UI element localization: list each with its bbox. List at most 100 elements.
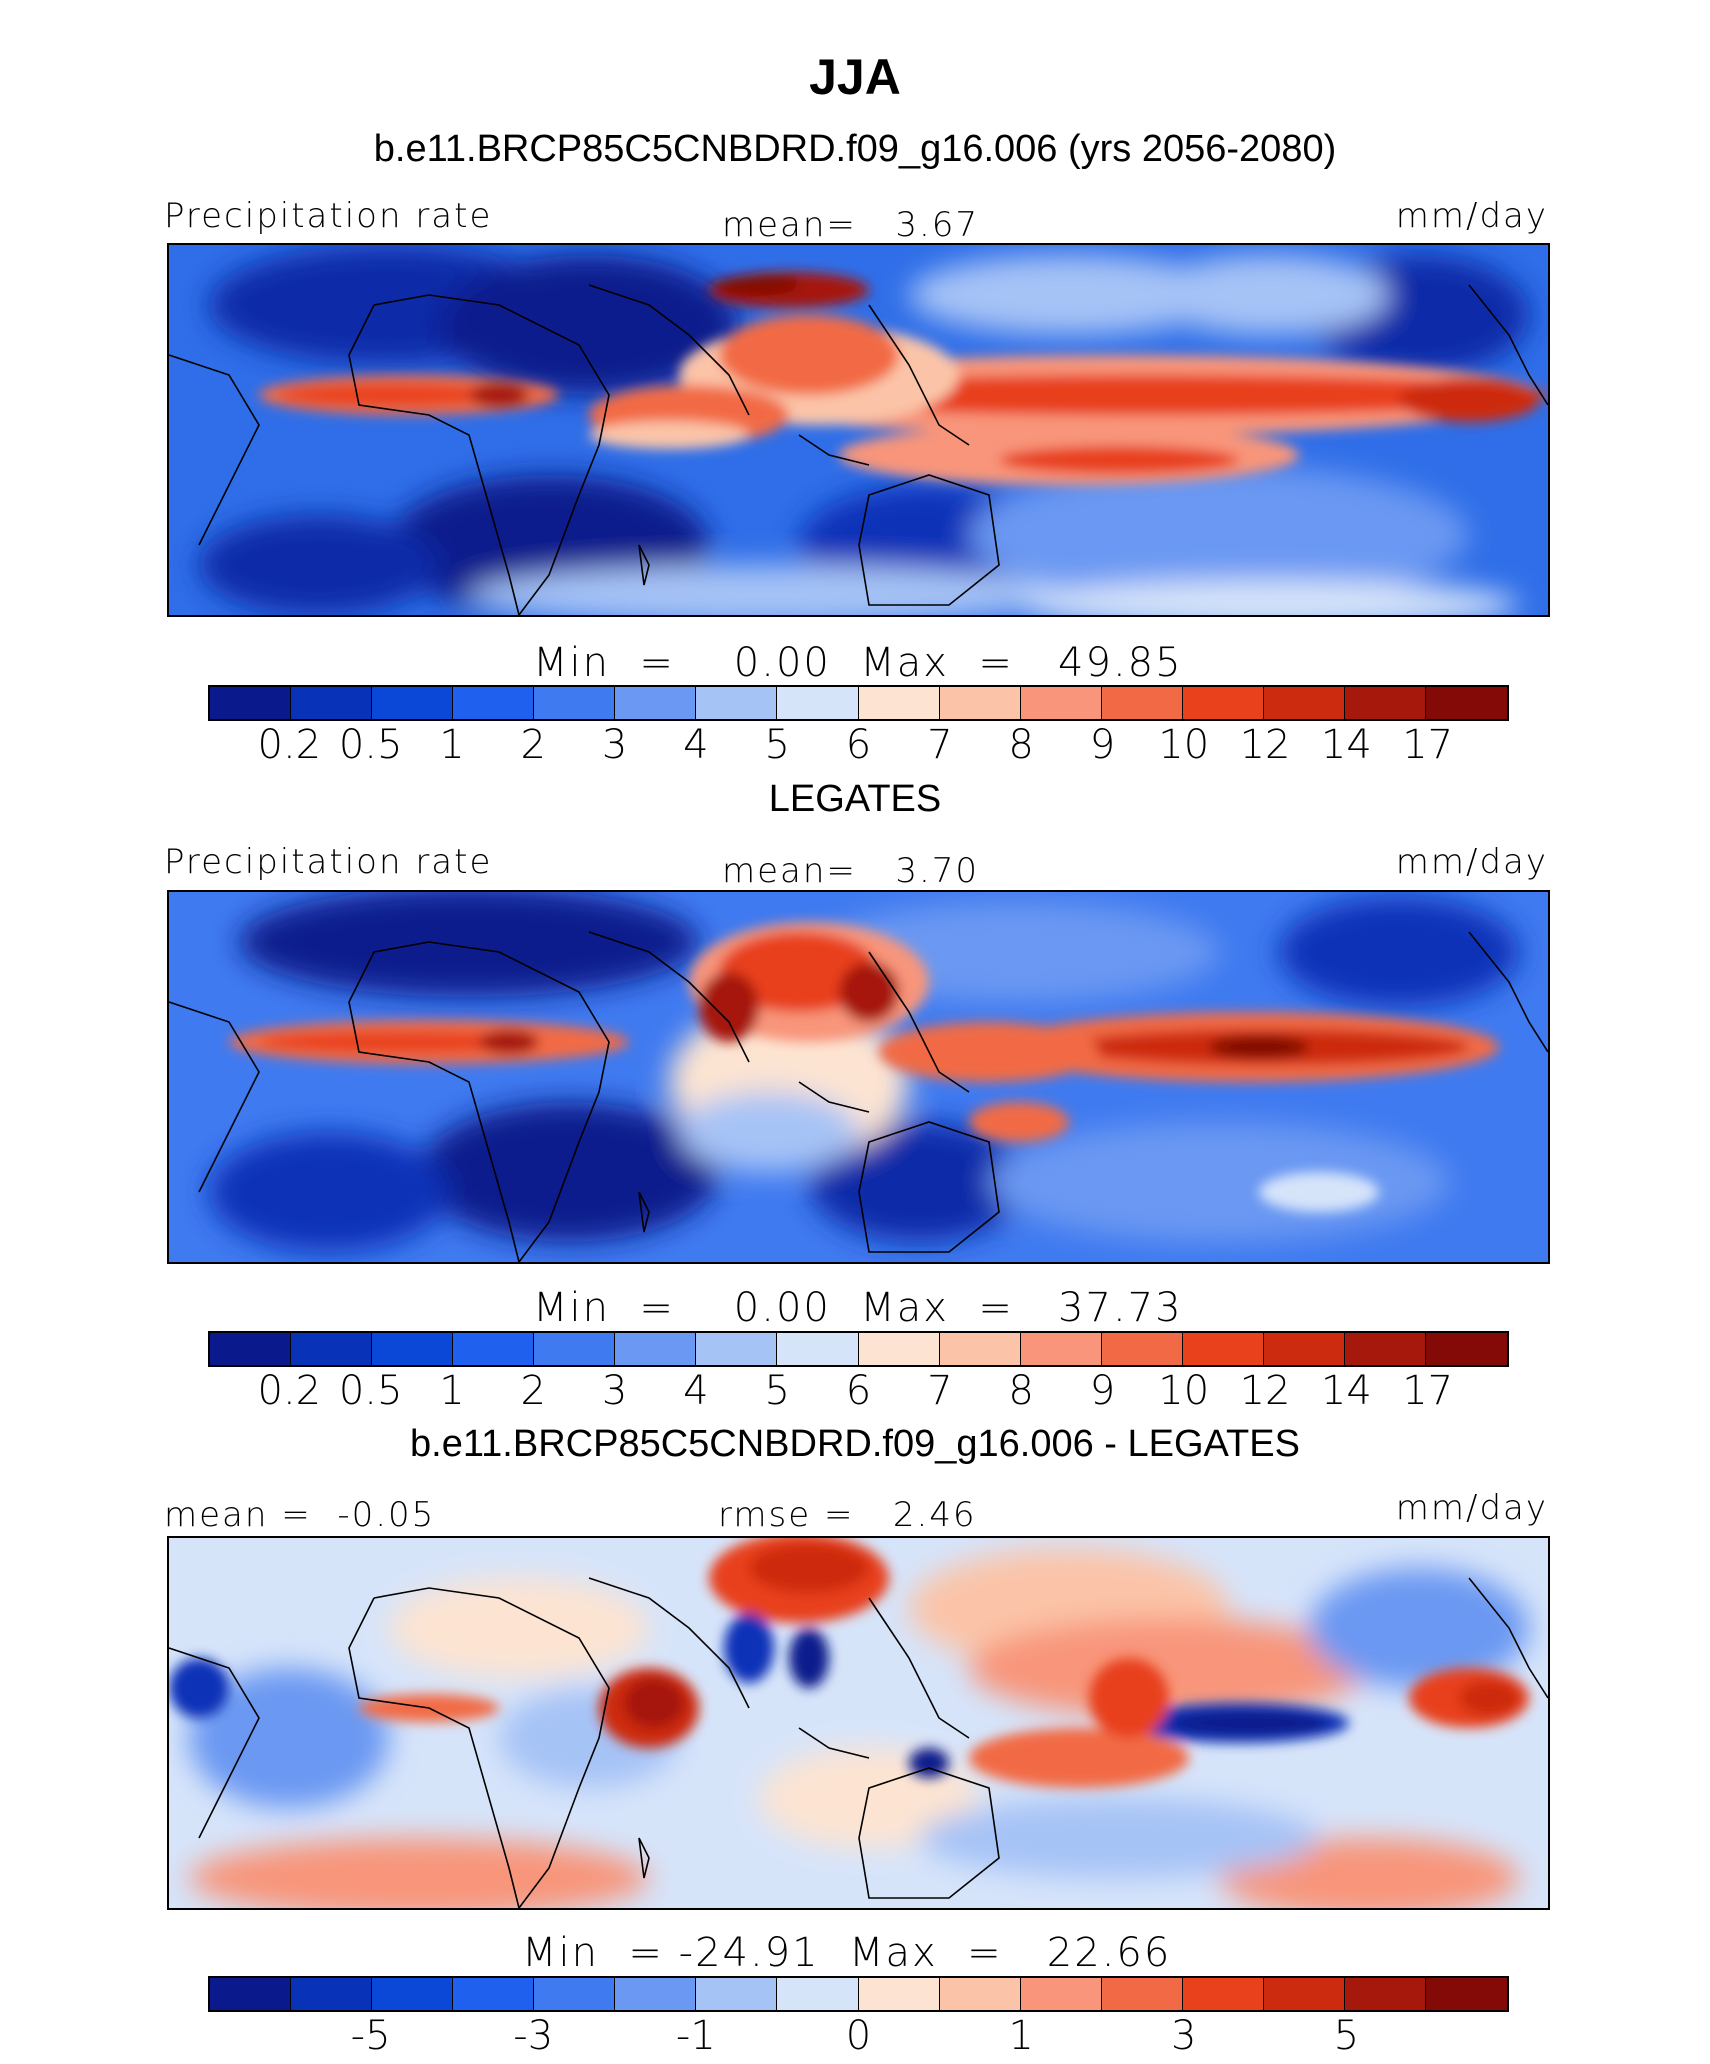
panel1-colorbar-cell — [615, 687, 697, 719]
panel3-colorbar-cell — [939, 1978, 1021, 2010]
panel3-tick: -3 — [513, 2013, 554, 2059]
panel3-min-max: Min = -24.91 Max = 22.66 — [522, 1930, 1172, 1976]
panel3-field — [169, 1538, 1548, 1908]
panel3-colorbar-cell — [291, 1978, 373, 2010]
panel1-colorbar-ticks: 0.2 0.5 1 2 3 4 5 6 7 8 9 10 12 14 17 — [208, 722, 1509, 772]
panel3-colorbar-cell — [858, 1978, 940, 2010]
case-title: b.e11.BRCP85C5CNBDRD.f09_g16.006 (yrs 20… — [373, 128, 1337, 170]
panel1-tick: 3 — [601, 722, 628, 768]
panel3-colorbar-cell — [1425, 1978, 1507, 2010]
panel1-mean-label: mean= 3.67 — [722, 205, 980, 245]
panel3-tick: -1 — [675, 2013, 716, 2059]
panel2-tick: 2 — [520, 1368, 546, 1414]
panel2-mean-label: mean= 3.70 — [722, 851, 980, 891]
panel3-colorbar-cell — [210, 1978, 292, 2010]
panel1-tick: 2 — [520, 722, 546, 768]
panel3-mean-label: mean = -0.05 — [164, 1495, 436, 1535]
panel3-colorbar-cell — [372, 1978, 454, 2010]
panel1-colorbar-cell — [858, 687, 940, 719]
panel1-colorbar-cell — [291, 687, 373, 719]
panel3-tick: -5 — [350, 2013, 391, 2059]
panel1-colorbar-cell — [777, 687, 859, 719]
panel2-tick: 3 — [601, 1368, 628, 1414]
panel2-colorbar-cell — [777, 1333, 859, 1365]
panel2-colorbar — [208, 1331, 1509, 1367]
panel2-subtitle: LEGATES — [768, 778, 942, 820]
panel2-tick: 0.5 — [338, 1368, 403, 1414]
panel3-colorbar — [208, 1976, 1509, 2012]
panel3-tick: 3 — [1171, 2013, 1197, 2059]
panel2-tick: 8 — [1008, 1368, 1034, 1414]
panel1-map — [167, 243, 1550, 617]
panel1-tick: 0.2 — [257, 722, 322, 768]
panel1-tick: 8 — [1008, 722, 1034, 768]
panel2-colorbar-cell — [1182, 1333, 1264, 1365]
panel2-tick: 10 — [1158, 1368, 1210, 1414]
panel2-tick: 5 — [764, 1368, 790, 1414]
panel2-map — [167, 890, 1550, 1264]
panel1-tick: 6 — [845, 722, 872, 768]
panel1-tick: 17 — [1402, 722, 1454, 768]
panel1-colorbar-cell — [1344, 687, 1426, 719]
panel1-colorbar-cell — [1101, 687, 1183, 719]
panel2-tick: 0.2 — [257, 1368, 322, 1414]
panel3-subtitle: b.e11.BRCP85C5CNBDRD.f09_g16.006 - LEGAT… — [410, 1423, 1300, 1465]
panel2-units-label: mm/day — [1395, 842, 1548, 882]
panel2-colorbar-cell — [939, 1333, 1021, 1365]
panel1-tick: 5 — [764, 722, 790, 768]
panel1-tick: 14 — [1320, 722, 1372, 768]
panel3-colorbar-cell — [696, 1978, 778, 2010]
panel3-units-label: mm/day — [1395, 1488, 1548, 1528]
panel3-colorbar-cell — [615, 1978, 697, 2010]
panel1-colorbar-cell — [1425, 687, 1507, 719]
panel2-colorbar-cell — [372, 1333, 454, 1365]
panel2-colorbar-cell — [858, 1333, 940, 1365]
panel1-field — [169, 245, 1548, 615]
panel2-colorbar-cell — [615, 1333, 697, 1365]
panel2-tick: 6 — [845, 1368, 872, 1414]
panel2-colorbar-cell — [453, 1333, 535, 1365]
panel1-colorbar-cell — [534, 687, 616, 719]
panel2-colorbar-cell — [1101, 1333, 1183, 1365]
panel2-colorbar-cell — [1425, 1333, 1507, 1365]
panel1-left-label: Precipitation rate — [164, 196, 493, 236]
panel2-tick: 12 — [1239, 1368, 1291, 1414]
panel3-colorbar-cell — [1020, 1978, 1102, 2010]
panel2-colorbar-cell — [696, 1333, 778, 1365]
panel3-rmse-label: rmse = 2.46 — [718, 1495, 977, 1535]
panel3-colorbar-cell — [1344, 1978, 1426, 2010]
panel3-tick: 1 — [1008, 2013, 1034, 2059]
panel1-colorbar-cell — [696, 687, 778, 719]
panel3-colorbar-cell — [1263, 1978, 1345, 2010]
panel3-colorbar-cell — [777, 1978, 859, 2010]
panel3-colorbar-cell — [1101, 1978, 1183, 2010]
panel3-map — [167, 1536, 1550, 1910]
figure-title: JJA — [809, 49, 901, 105]
panel1-colorbar-cell — [939, 687, 1021, 719]
panel3-colorbar-cell — [453, 1978, 535, 2010]
panel2-tick: 4 — [683, 1368, 709, 1414]
panel1-colorbar-cell — [1020, 687, 1102, 719]
panel3-tick: 5 — [1333, 2013, 1360, 2059]
panel2-tick: 1 — [439, 1368, 465, 1414]
panel3-colorbar-cell — [1182, 1978, 1264, 2010]
panel1-min-max: Min = 0.00 Max = 49.85 — [533, 640, 1183, 686]
panel1-colorbar-cell — [453, 687, 535, 719]
panel2-tick: 14 — [1320, 1368, 1372, 1414]
panel3-colorbar-ticks: -5 -3 -1 0 1 3 5 — [208, 2013, 1509, 2063]
panel2-colorbar-cell — [1344, 1333, 1426, 1365]
panel1-tick: 0.5 — [338, 722, 403, 768]
panel1-colorbar-cell — [1263, 687, 1345, 719]
panel2-colorbar-cell — [1263, 1333, 1345, 1365]
panel1-colorbar-cell — [1182, 687, 1264, 719]
panel2-tick: 17 — [1402, 1368, 1454, 1414]
panel2-tick: 7 — [927, 1368, 953, 1414]
panel2-colorbar-cell — [1020, 1333, 1102, 1365]
panel1-colorbar — [208, 685, 1509, 721]
panel1-tick: 9 — [1089, 722, 1116, 768]
panel1-tick: 1 — [439, 722, 465, 768]
panel1-units-label: mm/day — [1395, 196, 1548, 236]
panel2-colorbar-cell — [210, 1333, 292, 1365]
panel1-colorbar-cell — [372, 687, 454, 719]
panel1-tick: 12 — [1239, 722, 1291, 768]
